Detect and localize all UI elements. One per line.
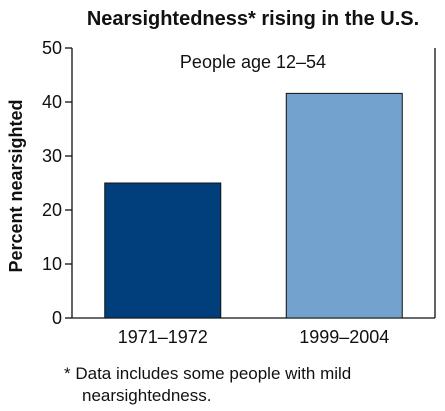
y-tick-label: 20 xyxy=(42,200,62,220)
x-category-label: 1971–1972 xyxy=(118,327,208,347)
footnote-line-2: nearsightedness. xyxy=(82,386,211,405)
y-tick-label: 10 xyxy=(42,254,62,274)
bars xyxy=(104,92,403,319)
y-tick-label: 40 xyxy=(42,92,62,112)
chart-subtitle: People age 12–54 xyxy=(180,52,326,72)
y-ticks: 0 10 20 30 40 50 xyxy=(42,38,72,328)
y-axis-label: Percent nearsighted xyxy=(6,99,26,272)
bar-1 xyxy=(104,182,222,319)
footnote-line-1: * Data includes some people with mild xyxy=(64,364,351,383)
x-category-label: 1999–2004 xyxy=(299,327,389,347)
y-tick-label: 50 xyxy=(42,38,62,58)
chart-title: Nearsightedness* rising in the U.S. xyxy=(87,8,419,30)
y-tick-label: 0 xyxy=(52,308,62,328)
category-labels: 1971–1972 1999–2004 xyxy=(118,327,390,347)
y-tick-label: 30 xyxy=(42,146,62,166)
bar-2 xyxy=(285,92,403,319)
